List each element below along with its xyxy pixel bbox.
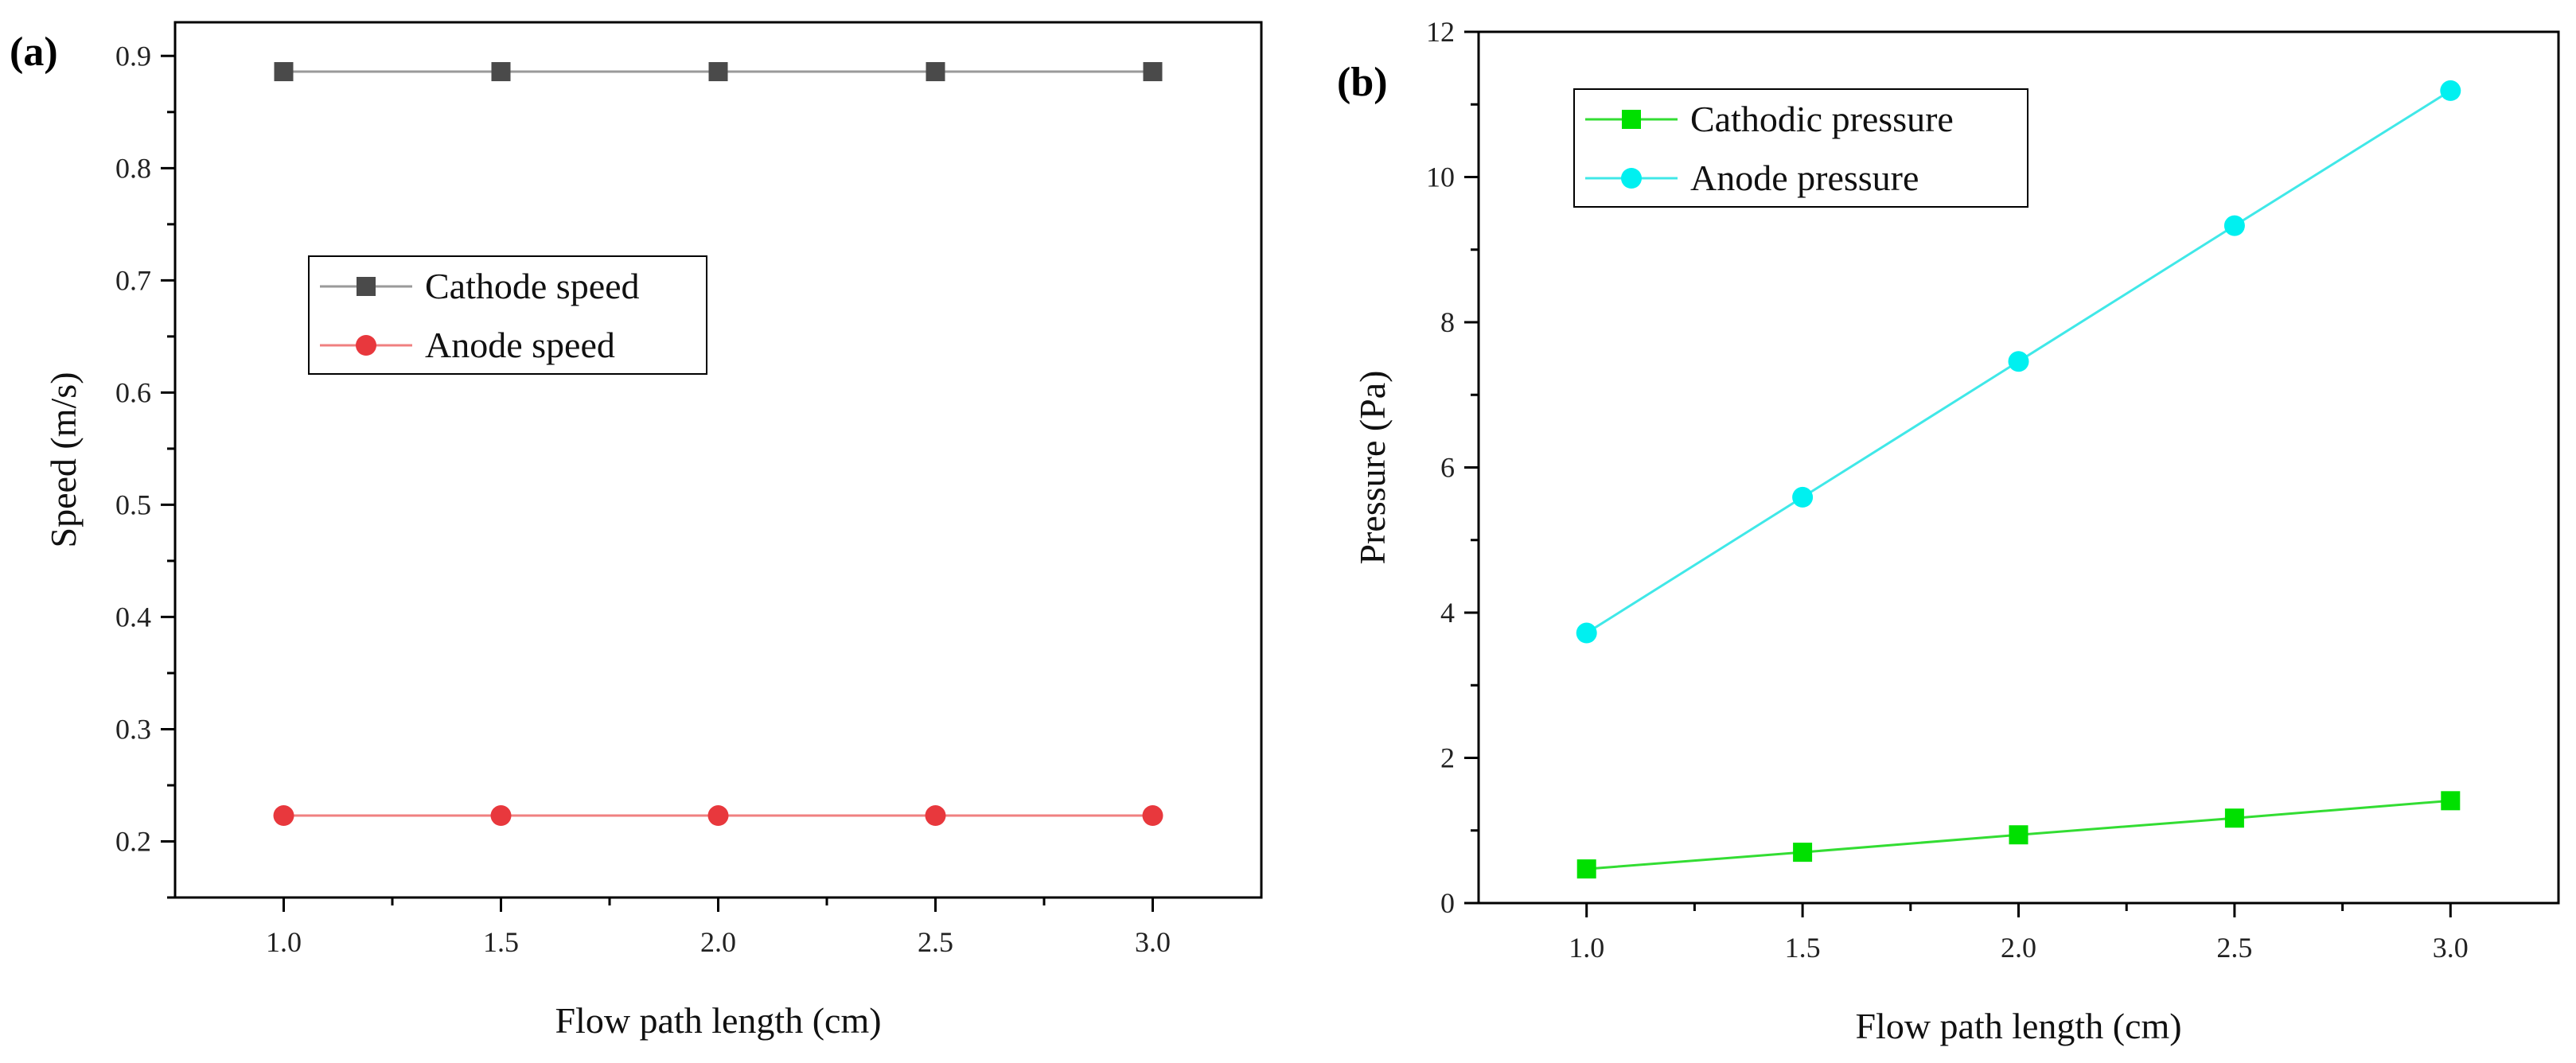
data-point-square-a-0 [491,62,511,82]
chart-panel-b: 0 2 4 6 8 10 12 1.0 1.5 2.0 2.5 3.0 Flow path length… [1337,16,2560,1046]
y-tick-label-b: 10 [1426,162,1455,193]
y-tick-label-a: 0.9 [115,40,151,72]
x-tick-label-b: 2.5 [2216,932,2252,964]
y-tick-label-b: 4 [1440,597,1455,629]
x-tick-label-a: 2.5 [918,926,953,958]
x-axis-title-b: Flow path length (cm) [1855,1006,2181,1046]
legend-swatch-circle-a-1 [356,335,376,356]
y-tick-label-b: 0 [1440,887,1455,919]
data-point-square-a-0 [1143,62,1163,82]
plot-frame-a [173,21,1263,899]
y-tick-label-b: 2 [1440,742,1455,774]
y-tick-label-a: 0.4 [115,601,151,633]
x-axis-title-a: Flow path length (cm) [555,1000,881,1041]
y-tick-label-b: 12 [1426,16,1455,48]
y-tick-label-a: 0.6 [115,376,151,408]
data-point-circle-b-1 [2008,351,2029,372]
legend-label-a-0: Cathode speed [425,266,640,306]
x-tick-label-a: 3.0 [1135,926,1171,958]
legend-swatch-square-b-0 [1622,110,1641,129]
data-point-circle-a-1 [707,805,729,827]
panel-label-b: (b) [1337,60,1388,105]
data-point-square-b-0 [2224,808,2244,828]
data-point-square-b-0 [2441,791,2461,811]
y-axis-title-a: Speed (m/s) [43,372,84,547]
data-point-square-b-0 [1793,843,1813,862]
legend-box-a [308,255,707,375]
data-point-circle-a-1 [1142,805,1163,827]
x-tick-label-b: 1.0 [1569,932,1604,964]
data-point-circle-b-1 [2440,80,2461,101]
x-tick-label-b: 1.5 [1785,932,1821,964]
y-tick-label-a: 0.8 [115,152,151,184]
legend-swatch-circle-b-1 [1621,168,1642,189]
x-tick-label-b: 3.0 [2433,932,2469,964]
data-point-square-b-0 [1576,859,1596,879]
data-point-circle-b-1 [1792,486,1814,508]
legend-swatch-square-a-0 [357,277,376,296]
data-point-circle-a-1 [490,805,512,827]
y-tick-label-a: 0.3 [115,713,151,745]
y-tick-label-b: 8 [1440,306,1455,338]
x-tick-label-a: 2.0 [700,926,736,958]
legend-a: Cathode speed Anode speed [308,255,707,375]
legend-box-b [1573,88,2028,208]
x-tick-label-a: 1.0 [266,926,302,958]
y-tick-label-b: 6 [1440,452,1455,484]
data-point-circle-a-1 [925,805,946,827]
data-point-square-a-0 [926,62,945,82]
data-point-circle-a-1 [273,805,294,827]
legend-b: Cathodic pressure Anode pressure [1573,88,2028,208]
data-point-square-a-0 [274,62,294,82]
y-tick-label-a: 0.5 [115,489,151,520]
panel-label-a: (a) [10,29,58,75]
y-tick-label-a: 0.7 [115,264,151,296]
legend-label-b-1: Anode pressure [1690,158,1919,198]
x-tick-label-b: 2.0 [2001,932,2036,964]
data-point-circle-b-1 [1576,622,1597,644]
data-point-square-a-0 [708,62,728,82]
data-point-circle-b-1 [2223,215,2245,236]
y-axis-title-b: Pressure (Pa) [1352,371,1393,565]
chart-panel-a: 0.2 0.3 0.4 0.5 0.6 0.7 0.8 0.9 1.0 1.5 2.0 2.5 3.0 F… [10,21,1263,1041]
x-tick-label-a: 1.5 [483,926,519,958]
legend-label-b-0: Cathodic pressure [1690,99,1954,139]
data-point-square-b-0 [2009,825,2028,845]
y-tick-label-a: 0.2 [115,825,151,857]
legend-label-a-1: Anode speed [425,325,615,365]
